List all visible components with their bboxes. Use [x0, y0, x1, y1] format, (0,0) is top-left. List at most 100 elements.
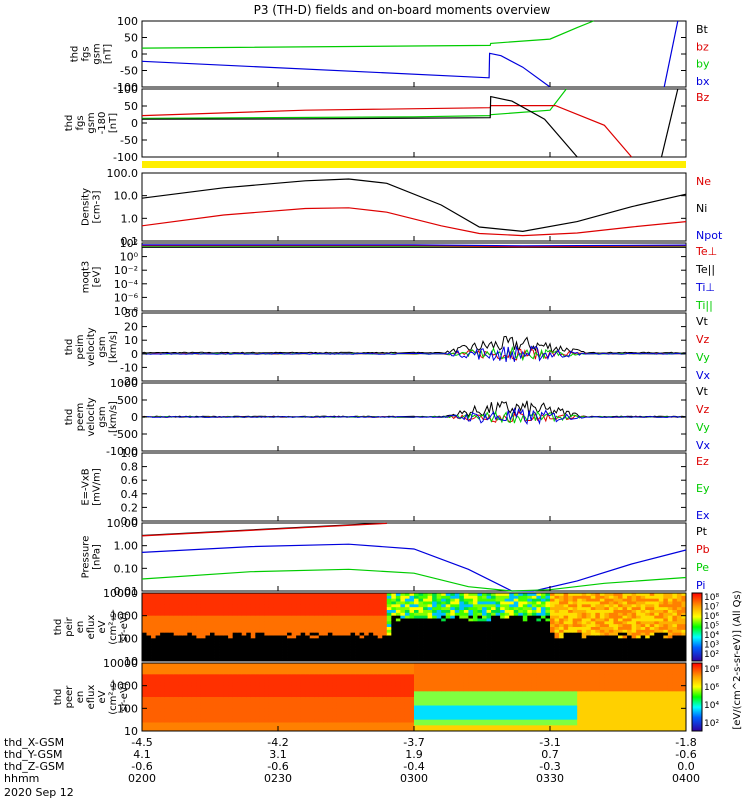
y-tick-label: 10⁰ [120, 251, 139, 264]
legend-Pt: Pt [696, 525, 708, 538]
y-axis-label: thd peem velocity gsm [km/s] [64, 397, 119, 436]
y-axis-label: thd fgs gsm -180 [nT] [64, 112, 119, 135]
colorbar-tick: 10⁶ [704, 612, 719, 622]
legend-Ez: Ez [696, 455, 709, 468]
colorbar-tick: 10² [704, 650, 719, 660]
panel-fgs2: 100 50 0 -50 -100 thd fgs gsm -180 [nT] Bz [64, 83, 710, 164]
x-row-value: 4.1 [133, 748, 151, 761]
y-tick-label: 0.10 [114, 562, 139, 575]
y-label-line: eflux [86, 685, 97, 710]
x-axis-labels: thd_X-GSM -4.5 -4.2 -3.7 -3.1 -1.8 thd_Y-GSM 4.… [4, 736, 700, 799]
y-tick-label: -10 [120, 361, 138, 374]
y-label-line: [km/s] [108, 331, 119, 363]
legend-Vx: Vx [696, 369, 711, 382]
legend-Pe: Pe [696, 561, 709, 574]
y-label-line: fgs [75, 115, 86, 130]
legend-Pb: Pb [696, 543, 710, 556]
colorbar-tick: 10³ [704, 641, 719, 651]
y-label-line: [cm-3] [92, 190, 103, 223]
legend-Vt: Vt [696, 315, 709, 328]
y-tick-label: 100 [117, 15, 138, 28]
y-label-line: thd [64, 339, 75, 356]
legend-Te⊥: Te⊥ [695, 245, 717, 258]
y-label-line: (cm²-s- [108, 609, 119, 645]
series-black [141, 335, 687, 355]
panel-fgs: 100 50 0 -50 -100 thd fgs gsm [nT] Bt bz by bx [70, 15, 710, 94]
legend-Bt: Bt [696, 23, 709, 36]
y-label-line: E=-VxB [81, 468, 92, 505]
y-tick-label: 1.0 [121, 212, 139, 225]
colorbar-tick: 10⁸ [704, 593, 719, 603]
x-row-value: 3.1 [269, 748, 287, 761]
legend-bx: bx [696, 75, 710, 88]
y-tick-label: 0 [131, 117, 138, 130]
colorbar-tick: 10⁵ [704, 622, 719, 632]
x-row-value: 0.0 [677, 760, 695, 773]
series-Pb [141, 522, 387, 537]
y-label-line: gsm [86, 112, 97, 133]
y-tick-label: -50 [120, 65, 138, 78]
series-Ne [141, 207, 687, 237]
y-tick-label: 10⁻⁶ [114, 291, 139, 304]
x-row-name: thd_X-GSM [4, 736, 64, 749]
panel-peer: 10000 1000 100 10 thd peer en eflux eV (cm²-s-sr-… [53, 657, 687, 738]
figure-title: P3 (TH-D) fields and on-board moments ov… [254, 3, 551, 17]
panel-frame [141, 452, 687, 522]
y-tick-label: 0.01 [114, 585, 139, 598]
y-label-line: thd [64, 115, 75, 132]
yellow-strip [142, 161, 686, 168]
series-Ti⊥ [142, 244, 687, 247]
legend-Vy: Vy [696, 421, 710, 434]
x-row-value: -0.6 [267, 760, 288, 773]
y-label-line: [nPa] [92, 544, 103, 570]
y-label-line: peir [64, 616, 75, 636]
series-bx [141, 52, 551, 88]
x-row-value: 0230 [264, 772, 292, 785]
y-label-line: [km/s] [108, 401, 119, 433]
y-label-line: peer [64, 685, 75, 709]
legend-Te||: Te|| [695, 263, 715, 276]
y-label-line: thd [70, 46, 81, 63]
colorbar-electron [691, 662, 703, 732]
y-tick-label: 1000 [110, 680, 138, 693]
y-tick-label: 10.00 [107, 517, 139, 530]
y-label-line: en [75, 621, 86, 634]
y-tick-label: 1.00 [114, 540, 139, 553]
x-row-value: -0.6 [131, 760, 152, 773]
y-tick-label: 1.0 [121, 447, 139, 460]
colorbar-tick: 10⁸ [704, 665, 719, 675]
y-label-line: peem [75, 403, 86, 431]
series-Bt [660, 88, 679, 158]
y-tick-label: 0 [131, 48, 138, 61]
y-axis-label: moqt3 [eV] [81, 261, 103, 294]
y-tick-label: 10² [120, 237, 138, 250]
panel-peem: 1000 500 0 -500 -1000 thd peem velocity gsm [km/s… [64, 377, 711, 458]
panel-peir: 10000 1000 100 10 thd peir en eflux eV (cm²-s-sr-… [53, 587, 687, 668]
panel-pressure: 10.00 1.00 0.10 0.01 Pressure [nPa] Pt Pb Pe Pi [81, 517, 710, 598]
colorbar-ion [691, 592, 703, 662]
y-tick-label: 10⁻² [114, 264, 138, 277]
y-label-line: gsm [92, 43, 103, 64]
y-tick-label: 0.0 [121, 515, 139, 528]
legend-Vt: Vt [696, 385, 709, 398]
heatmap-cells [142, 663, 687, 732]
series-bx [663, 20, 679, 88]
x-row-value: 0330 [536, 772, 564, 785]
panel-frame [141, 522, 687, 592]
x-row-name: thd_Z-GSM [4, 760, 64, 773]
y-tick-label: 1000 [110, 610, 138, 623]
y-label-line: eflux [86, 615, 97, 640]
y-tick-label: -100 [113, 81, 138, 94]
y-label-line: sr-eV) [119, 612, 130, 641]
y-tick-label: 0.4 [121, 488, 139, 501]
series-Bz [141, 105, 633, 158]
x-row-name: thd_Y-GSM [4, 748, 63, 761]
legend-Vy: Vy [696, 351, 710, 364]
y-tick-label: 0.6 [121, 474, 139, 487]
y-tick-label: -50 [120, 134, 138, 147]
y-axis-label: E=-VxB [mV/m] [81, 468, 103, 506]
series-Pi [141, 543, 687, 592]
y-tick-label: 100 [117, 702, 138, 715]
